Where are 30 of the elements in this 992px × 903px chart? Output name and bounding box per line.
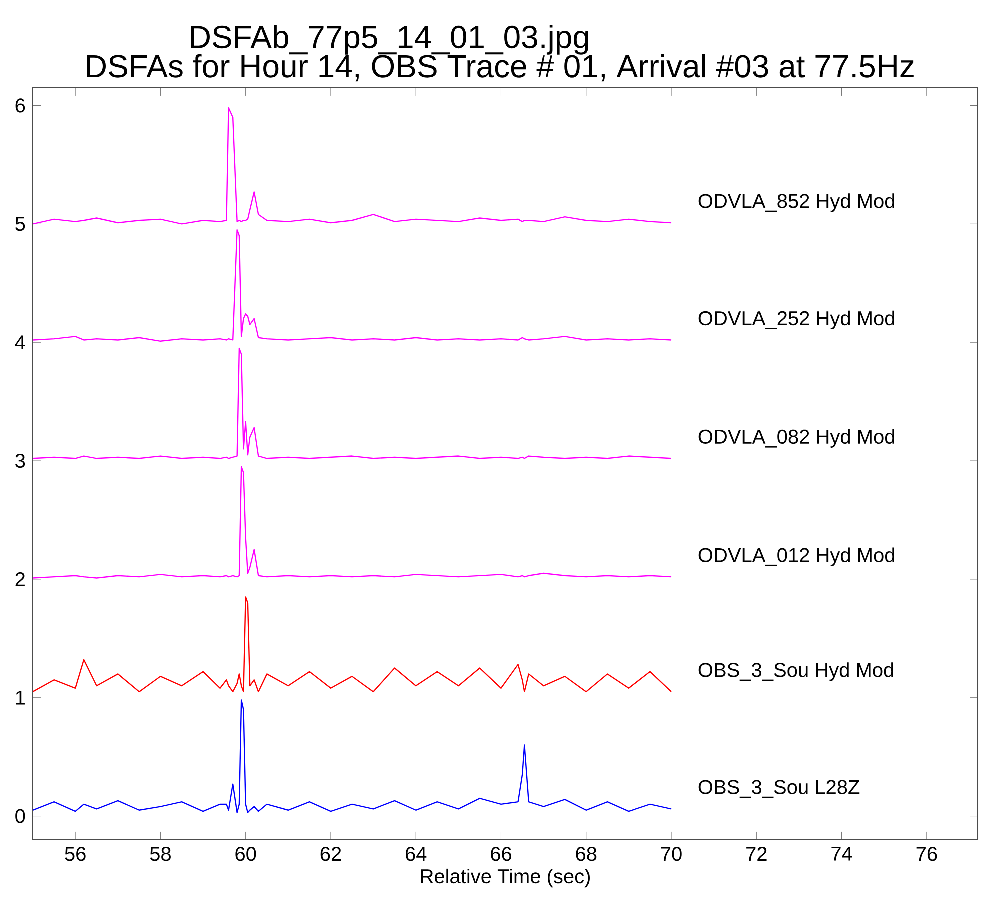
y-tick-label: 5 [16, 217, 26, 232]
x-tick-label: 62 [320, 847, 342, 862]
x-tick-label: 64 [406, 847, 427, 862]
x-tick-label: 74 [832, 847, 852, 861]
x-tick-label: 60 [236, 847, 256, 862]
x-tick-label: 68 [576, 847, 597, 862]
chart-title: DSFAb_77p5_14_01_03.jpg [191, 25, 588, 55]
series-label: ODVLA_252 Hyd Mod [698, 310, 894, 330]
series-label: ODVLA_082 Hyd Mod [698, 429, 894, 448]
series-label: OBS_3_Sou Hyd Mod [698, 662, 894, 682]
line-series [33, 229, 672, 342]
x-tick-label: 66 [491, 847, 512, 862]
y-tick-label: 1 [16, 690, 25, 705]
series-label: ODVLA_012 Hyd Mod [698, 548, 894, 566]
x-tick-label: 56 [65, 847, 86, 862]
y-tick-label: 0 [16, 809, 26, 824]
line-series [33, 700, 672, 814]
x-tick-label: 72 [746, 847, 767, 862]
chart-subtitle: DSFAs for Hour 14, OBS Trace # 01, Arrival #03 at 77.5Hz [87, 54, 914, 82]
y-tick-label: 4 [15, 336, 26, 350]
x-tick-label: 76 [916, 847, 938, 862]
y-tick-label: 6 [16, 98, 26, 113]
x-axis-title: Relative Time (sec) [421, 868, 590, 888]
y-tick-label: 3 [16, 454, 26, 468]
x-tick-label: 70 [661, 847, 682, 862]
y-tick-label: 2 [16, 572, 25, 586]
series-label: OBS_3_Sou L28Z [698, 780, 860, 798]
line-series [33, 596, 672, 693]
series-label: ODVLA_852 Hyd Mod [698, 194, 894, 212]
x-tick-label: 58 [150, 847, 171, 862]
